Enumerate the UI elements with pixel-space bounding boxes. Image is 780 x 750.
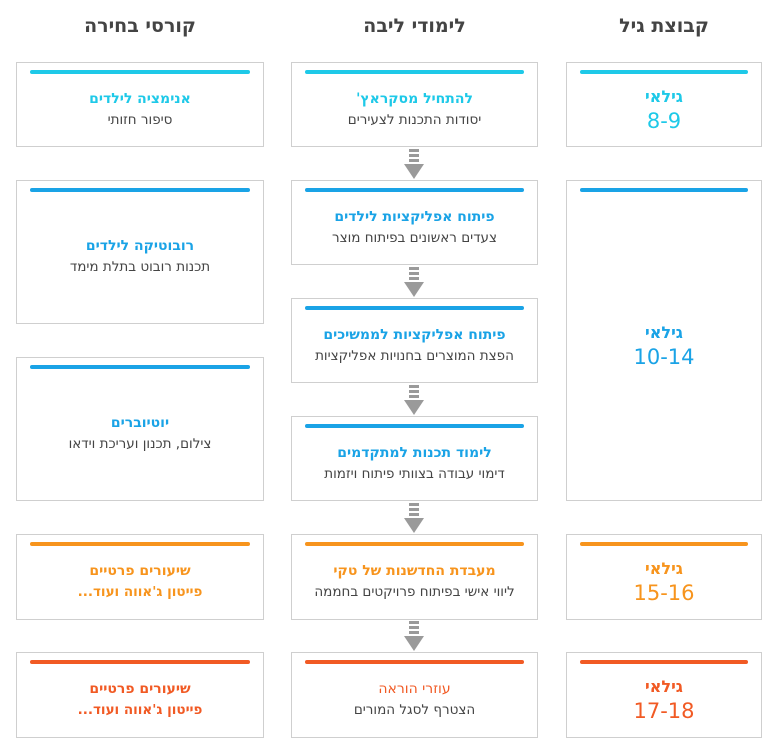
age-group-box: גילאי 10-14	[566, 180, 762, 501]
age-group-box: גילאי 8-9	[566, 62, 762, 147]
course-subtitle: פייטון ג'אווה ועוד...	[77, 702, 203, 718]
age-group-label: גילאי	[645, 559, 683, 578]
core-course-box[interactable]: פיתוח אפליקציות לממשיכים הפצת המוצרים בח…	[291, 298, 538, 383]
down-arrow-icon	[404, 149, 424, 179]
course-title: רובוטיקה לילדים	[85, 238, 195, 254]
accent-bar	[30, 660, 250, 664]
course-title: מעבדת החדשנות של טקי	[333, 563, 496, 579]
accent-bar	[305, 188, 524, 192]
course-title: יוטיוברים	[110, 415, 170, 431]
accent-bar	[580, 70, 748, 74]
age-group-label: גילאי	[645, 86, 683, 106]
accent-bar	[305, 70, 524, 74]
elective-course-box[interactable]: שיעורים פרטיים פייטון ג'אווה ועוד...	[16, 652, 264, 738]
accent-bar	[580, 188, 748, 192]
elective-course-box[interactable]: שיעורים פרטיים פייטון ג'אווה ועוד...	[16, 534, 264, 620]
age-group-label: גילאי	[645, 322, 683, 342]
down-arrow-icon	[404, 385, 424, 415]
accent-bar	[580, 660, 748, 664]
core-course-box[interactable]: מעבדת החדשנות של טקי ליווי אישי בפיתוח פ…	[291, 534, 538, 620]
down-arrow-icon	[404, 621, 424, 651]
core-course-box[interactable]: להתחיל מסקראץ' יסודות התכנות לצעירים	[291, 62, 538, 147]
accent-bar	[30, 542, 250, 546]
course-title: שיעורים פרטיים	[89, 681, 191, 697]
course-subtitle: צעדים ראשונים בפיתוח מוצר	[331, 229, 498, 246]
age-group-label: גילאי	[645, 677, 683, 696]
core-course-box[interactable]: לימוד תכנות למתקדמים דימוי עבודה בצוותי …	[291, 416, 538, 501]
age-group-range: 15-16	[633, 581, 695, 605]
course-title: פיתוח אפליקציות לילדים	[334, 208, 495, 225]
accent-bar	[30, 70, 250, 74]
age-group-box: גילאי 15-16	[566, 534, 762, 620]
core-course-box[interactable]: פיתוח אפליקציות לילדים צעדים ראשונים בפי…	[291, 180, 538, 265]
accent-bar	[30, 188, 250, 192]
age-group-range: 8-9	[646, 108, 682, 133]
accent-bar	[305, 306, 524, 310]
course-subtitle: יסודות התכנות לצעירים	[347, 111, 482, 128]
course-title: לימוד תכנות למתקדמים	[337, 444, 492, 461]
accent-bar	[30, 365, 250, 369]
course-subtitle: סיפור חזותי	[107, 111, 173, 128]
course-title: פיתוח אפליקציות לממשיכים	[323, 326, 506, 343]
core-course-box[interactable]: עוזרי הוראה הצטרף לסגל המורים	[291, 652, 538, 738]
course-title: להתחיל מסקראץ'	[356, 90, 473, 107]
age-group-range: 10-14	[633, 344, 695, 369]
accent-bar	[305, 542, 524, 546]
elective-course-box[interactable]: רובוטיקה לילדים תכנות רובוט בתלת מימד	[16, 180, 264, 324]
accent-bar	[305, 660, 524, 664]
elective-course-box[interactable]: אנימציה לילדים סיפור חזותי	[16, 62, 264, 147]
down-arrow-icon	[404, 503, 424, 533]
core-column-header: לימודי ליבה	[363, 15, 466, 37]
age-group-column-header: קבוצת גיל	[619, 15, 709, 37]
elective-course-box[interactable]: יוטיוברים צילום, תכנון ועריכת וידאו	[16, 357, 264, 501]
course-subtitle: פייטון ג'אווה ועוד...	[77, 584, 203, 600]
accent-bar	[305, 424, 524, 428]
accent-bar	[580, 542, 748, 546]
course-subtitle: הפצת המוצרים בחנויות אפליקציות	[315, 347, 514, 364]
course-subtitle: הצטרף לסגל המורים	[353, 702, 476, 718]
down-arrow-icon	[404, 267, 424, 297]
age-group-box: גילאי 17-18	[566, 652, 762, 738]
course-title: אנימציה לילדים	[89, 90, 191, 107]
course-subtitle: ליווי אישי בפיתוח פרויקטים בחממה	[314, 584, 515, 600]
course-title: שיעורים פרטיים	[89, 563, 191, 579]
age-group-range: 17-18	[633, 699, 695, 723]
course-subtitle: תכנות רובוט בתלת מימד	[69, 259, 211, 275]
course-subtitle: דימוי עבודה בצוותי פיתוח ויזמות	[324, 465, 505, 482]
course-subtitle: צילום, תכנון ועריכת וידאו	[68, 436, 212, 452]
electives-column-header: קורסי בחירה	[84, 15, 196, 37]
course-title: עוזרי הוראה	[378, 681, 451, 697]
